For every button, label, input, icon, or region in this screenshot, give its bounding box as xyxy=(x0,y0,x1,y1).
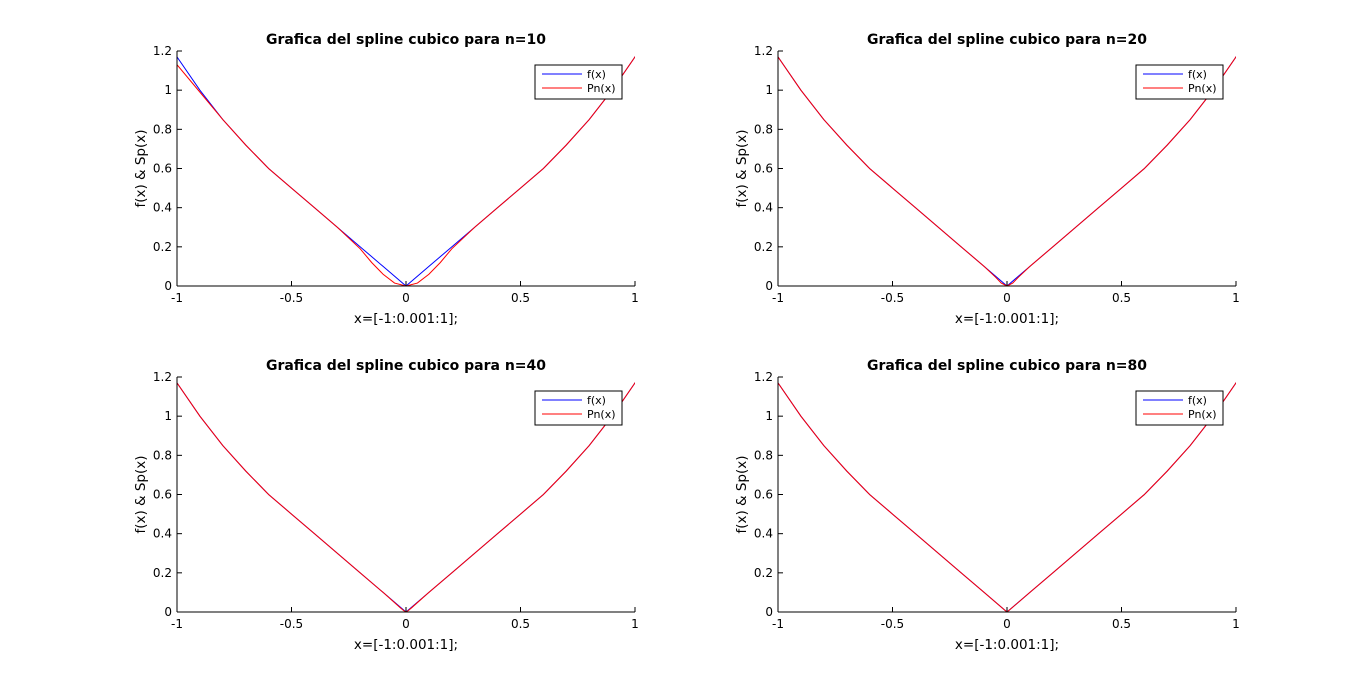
x-tick-label: 1 xyxy=(1232,617,1240,631)
legend-entry: f(x) xyxy=(1188,68,1207,81)
x-tick-label: 0 xyxy=(1003,617,1011,631)
legend-entry: Pn(x) xyxy=(1188,408,1217,421)
chart-title: Grafica del spline cubico para n=10 xyxy=(266,32,546,48)
y-tick-label: 1.2 xyxy=(153,44,172,58)
series-line-pnx xyxy=(177,382,635,612)
y-tick-label: 0.4 xyxy=(754,527,773,541)
x-tick-label: 1 xyxy=(1232,291,1240,305)
x-tick-label: -0.5 xyxy=(280,291,303,305)
x-axis-label: x=[-1:0.001:1]; xyxy=(955,637,1059,653)
y-tick-label: 1 xyxy=(765,83,773,97)
legend-entry: f(x) xyxy=(587,394,606,407)
y-tick-label: 0.6 xyxy=(153,488,172,502)
x-tick-label: 1 xyxy=(631,291,639,305)
y-tick-label: 0.2 xyxy=(153,240,172,254)
chart-title: Grafica del spline cubico para n=40 xyxy=(266,358,546,374)
x-axis-label: x=[-1:0.001:1]; xyxy=(354,637,458,653)
legend: f(x)Pn(x) xyxy=(534,64,623,100)
y-axis-label: f(x) & Sp(x) xyxy=(133,455,149,533)
x-tick-label: 0 xyxy=(402,291,410,305)
legend-entry: Pn(x) xyxy=(587,408,616,421)
x-tick-label: -0.5 xyxy=(881,291,904,305)
x-tick-label: -1 xyxy=(772,617,784,631)
y-tick-label: 1 xyxy=(164,409,172,423)
x-tick-label: 0.5 xyxy=(1112,617,1131,631)
y-tick-label: 0.6 xyxy=(153,162,172,176)
x-tick-label: -1 xyxy=(171,617,183,631)
legend-entry: f(x) xyxy=(1188,394,1207,407)
chart-title: Grafica del spline cubico para n=20 xyxy=(867,32,1147,48)
y-tick-label: 1 xyxy=(164,83,172,97)
x-tick-label: -1 xyxy=(772,291,784,305)
y-tick-label: 0 xyxy=(765,605,773,619)
series-line-pnx xyxy=(778,56,1236,286)
y-tick-label: 0.4 xyxy=(754,201,773,215)
legend-box xyxy=(534,390,623,426)
y-axis-label: f(x) & Sp(x) xyxy=(133,129,149,207)
y-tick-label: 0.4 xyxy=(153,201,172,215)
y-tick-label: 0.2 xyxy=(754,566,773,580)
y-tick-label: 1.2 xyxy=(153,370,172,384)
chart-title: Grafica del spline cubico para n=80 xyxy=(867,358,1147,374)
x-tick-label: 0 xyxy=(1003,291,1011,305)
y-tick-label: 0.8 xyxy=(754,448,773,462)
x-axis-label: x=[-1:0.001:1]; xyxy=(955,311,1059,327)
y-tick-label: 0 xyxy=(765,279,773,293)
legend: f(x)Pn(x) xyxy=(1135,390,1224,426)
legend-entry: Pn(x) xyxy=(587,82,616,95)
y-tick-label: 1.2 xyxy=(754,370,773,384)
y-axis-label: f(x) & Sp(x) xyxy=(734,455,750,533)
legend-box xyxy=(1135,64,1224,100)
x-tick-label: 0.5 xyxy=(511,291,530,305)
x-tick-label: 0 xyxy=(402,617,410,631)
x-tick-label: 0.5 xyxy=(511,617,530,631)
y-tick-label: 0.8 xyxy=(754,122,773,136)
legend-box xyxy=(534,64,623,100)
y-tick-label: 1 xyxy=(765,409,773,423)
y-tick-label: 1.2 xyxy=(754,44,773,58)
subplot-3: -1 -0.5 0 0.5 1 0 0.2 0.4 0.6 0.8 1 1.2 Grafica del … xyxy=(133,358,639,653)
x-tick-label: 0.5 xyxy=(1112,291,1131,305)
y-tick-label: 0.6 xyxy=(754,162,773,176)
series-line-pnx xyxy=(778,382,1236,612)
legend-box xyxy=(1135,390,1224,426)
subplot-2: -1 -0.5 0 0.5 1 0 0.2 0.4 0.6 0.8 1 1.2 Grafica del … xyxy=(734,32,1240,327)
legend: f(x)Pn(x) xyxy=(1135,64,1224,100)
legend-entry: Pn(x) xyxy=(1188,82,1217,95)
subplot-4: -1 -0.5 0 0.5 1 0 0.2 0.4 0.6 0.8 1 1.2 Grafica del … xyxy=(734,358,1240,653)
legend: f(x)Pn(x) xyxy=(534,390,623,426)
y-tick-label: 0.2 xyxy=(153,566,172,580)
y-tick-label: 0.8 xyxy=(153,122,172,136)
x-axis-label: x=[-1:0.001:1]; xyxy=(354,311,458,327)
y-tick-label: 0 xyxy=(164,605,172,619)
series-line-pnx xyxy=(177,56,635,286)
y-tick-label: 0.4 xyxy=(153,527,172,541)
subplot-1: -1 -0.5 0 0.5 1 0 0.2 0.4 0.6 0.8 1 1.2 Grafica del … xyxy=(133,32,639,327)
y-axis-label: f(x) & Sp(x) xyxy=(734,129,750,207)
y-tick-label: 0.6 xyxy=(754,488,773,502)
y-tick-label: 0 xyxy=(164,279,172,293)
y-tick-label: 0.8 xyxy=(153,448,172,462)
legend-entry: f(x) xyxy=(587,68,606,81)
y-tick-label: 0.2 xyxy=(754,240,773,254)
x-tick-label: -0.5 xyxy=(881,617,904,631)
x-tick-label: -0.5 xyxy=(280,617,303,631)
x-tick-label: -1 xyxy=(171,291,183,305)
x-tick-label: 1 xyxy=(631,617,639,631)
